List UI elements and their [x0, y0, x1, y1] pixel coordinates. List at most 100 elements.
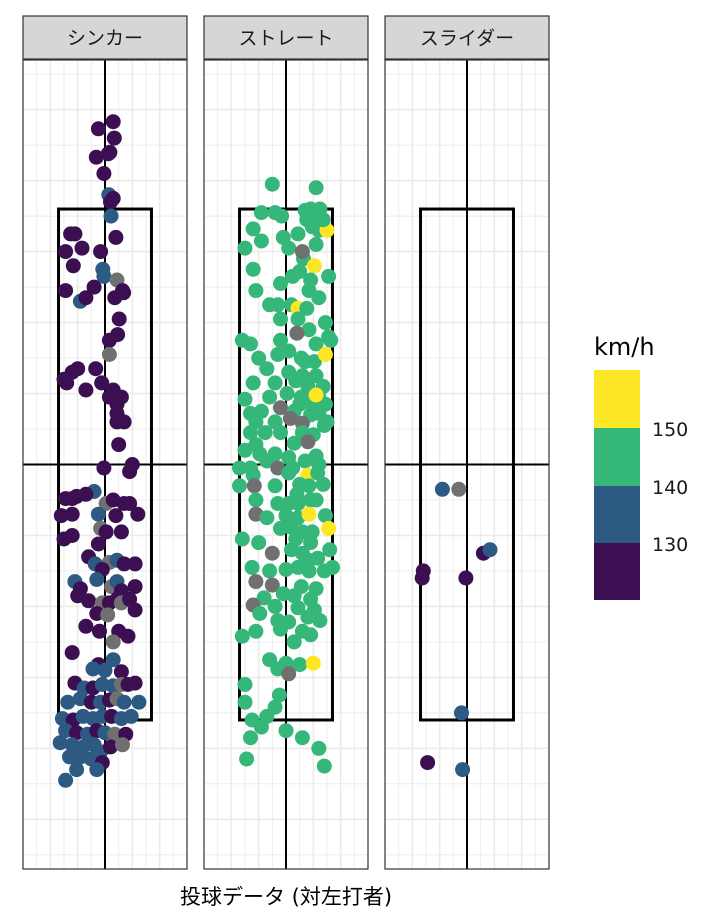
- facet-panels: シンカー ストレート スライダー: [22, 15, 550, 870]
- data-point: [317, 315, 333, 331]
- data-point: [310, 550, 326, 566]
- data-point: [308, 387, 324, 403]
- data-point: [127, 556, 143, 572]
- data-point: [257, 425, 273, 441]
- data-point: [122, 464, 138, 480]
- facet-strip-label: シンカー: [67, 28, 143, 50]
- data-point: [290, 226, 306, 242]
- data-point: [120, 628, 136, 644]
- legend-label-130: 130: [652, 534, 688, 556]
- data-point: [271, 687, 287, 703]
- data-point: [248, 283, 264, 299]
- data-point: [253, 719, 269, 735]
- data-point: [270, 496, 286, 511]
- data-point: [69, 762, 85, 778]
- legend-swatch-green: [594, 428, 640, 486]
- data-point: [303, 627, 319, 643]
- data-point: [113, 664, 129, 680]
- data-point: [244, 559, 260, 575]
- data-point: [239, 751, 255, 767]
- data-point: [90, 506, 106, 522]
- data-point: [308, 180, 324, 196]
- data-point: [116, 496, 132, 511]
- legend-label-150: 150: [652, 419, 688, 441]
- data-point: [274, 208, 290, 224]
- data-point: [264, 577, 280, 593]
- data-point: [237, 442, 253, 458]
- data-point: [278, 562, 294, 577]
- facet-panel: スライダー: [384, 15, 550, 870]
- data-point: [455, 762, 471, 778]
- data-point: [115, 737, 130, 753]
- data-point: [414, 570, 430, 586]
- data-point: [273, 400, 288, 416]
- data-point: [256, 590, 272, 606]
- data-point: [89, 572, 105, 587]
- data-point: [70, 361, 86, 377]
- facet-panel: ストレート: [203, 15, 369, 870]
- data-point: [237, 694, 253, 710]
- data-point: [237, 391, 253, 407]
- data-point: [301, 506, 317, 522]
- data-point: [109, 414, 125, 430]
- data-point: [253, 205, 269, 221]
- data-point: [305, 655, 321, 671]
- data-point: [245, 221, 261, 237]
- data-point: [303, 535, 319, 551]
- data-point: [232, 478, 247, 494]
- facet-panel: シンカー: [22, 15, 188, 870]
- data-point: [127, 602, 143, 618]
- data-point: [248, 623, 264, 639]
- data-point: [116, 556, 132, 572]
- data-point: [286, 435, 302, 451]
- data-point: [264, 176, 280, 192]
- data-point: [105, 190, 121, 206]
- data-point: [308, 492, 324, 508]
- data-point: [321, 520, 337, 536]
- data-point: [58, 244, 74, 260]
- data-point: [64, 506, 80, 522]
- data-point: [243, 425, 258, 441]
- data-point: [434, 481, 450, 497]
- data-point: [103, 739, 118, 755]
- data-point: [252, 606, 268, 621]
- data-point: [105, 114, 121, 130]
- data-point: [88, 361, 104, 377]
- data-point: [315, 476, 331, 492]
- data-point: [245, 261, 261, 277]
- data-point: [78, 382, 94, 398]
- data-point: [53, 508, 69, 524]
- data-point: [458, 570, 474, 586]
- data-point: [273, 276, 288, 291]
- data-point: [94, 677, 110, 692]
- data-point: [301, 563, 317, 579]
- data-point: [58, 772, 74, 788]
- data-point: [315, 212, 331, 228]
- data-point: [297, 453, 313, 469]
- data-point: [102, 144, 118, 160]
- data-point: [243, 730, 258, 746]
- data-point: [301, 478, 317, 494]
- data-point: [108, 229, 124, 245]
- data-point: [262, 389, 278, 405]
- facet-strip-label: ストレート: [238, 28, 333, 50]
- data-point: [316, 758, 332, 774]
- data-point: [74, 240, 90, 256]
- data-point: [131, 694, 147, 710]
- data-point: [65, 258, 81, 274]
- data-point: [289, 325, 305, 341]
- data-point: [321, 268, 337, 284]
- data-point: [89, 762, 105, 778]
- data-point: [285, 268, 301, 284]
- data-point: [116, 285, 132, 301]
- data-point: [251, 535, 267, 551]
- facet-strip: [22, 15, 188, 60]
- data-point: [289, 486, 305, 502]
- data-point: [294, 244, 310, 260]
- data-point: [96, 268, 112, 284]
- data-point: [273, 332, 288, 348]
- data-point: [311, 290, 327, 306]
- data-point: [319, 414, 335, 430]
- panel-border: [22, 59, 188, 870]
- data-point: [306, 258, 322, 274]
